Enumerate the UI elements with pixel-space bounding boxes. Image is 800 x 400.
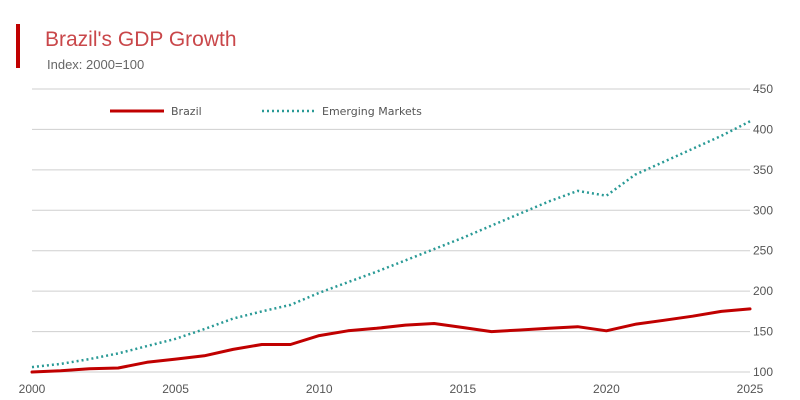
y-tick-label-200: 200 — [753, 284, 773, 298]
x-tick-label-2005: 2005 — [162, 382, 189, 396]
legend-label-emerging-markets: Emerging Markets — [322, 105, 422, 118]
x-tick-label-2000: 2000 — [19, 382, 46, 396]
y-tick-label-450: 450 — [753, 82, 773, 96]
x-tick-label-2025: 2025 — [737, 382, 764, 396]
y-tick-label-100: 100 — [753, 365, 773, 379]
x-tick-label-2020: 2020 — [593, 382, 620, 396]
x-tick-label-2015: 2015 — [449, 382, 476, 396]
x-tick-label-2010: 2010 — [306, 382, 333, 396]
y-tick-label-150: 150 — [753, 325, 773, 339]
series-line-brazil — [30, 307, 752, 374]
series-line-emerging-markets — [31, 120, 751, 369]
y-tick-label-250: 250 — [753, 244, 773, 258]
legend-label-brazil: Brazil — [171, 105, 202, 118]
y-tick-label-400: 400 — [753, 122, 773, 136]
y-tick-label-300: 300 — [753, 203, 773, 217]
chart-title: Brazil's GDP Growth — [45, 28, 237, 51]
chart-subtitle: Index: 2000=100 — [47, 57, 145, 72]
title-accent-bar — [16, 24, 20, 68]
y-tick-label-350: 350 — [753, 163, 773, 177]
